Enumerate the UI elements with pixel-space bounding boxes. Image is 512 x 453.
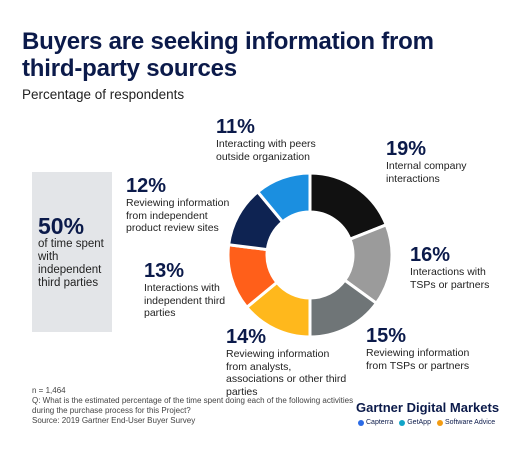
sample-size: n = 1,464 [32, 386, 66, 395]
partner-getapp: GetApp [399, 419, 431, 426]
slice-value: 15% [366, 325, 407, 347]
callout-analysts: 14% Reviewing information from analysts,… [226, 326, 351, 398]
slice-label: Reviewing information from analysts, ass… [226, 348, 347, 398]
partner-name: Software Advice [444, 419, 496, 426]
slice-value: 11% [216, 116, 255, 138]
callout-internal: 19% Internal company interactions [386, 138, 496, 185]
callout-tsp-interactions: 16% Interactions with TSPs or partners [410, 244, 505, 291]
partner-name: GetApp [407, 419, 431, 426]
highlight-box [32, 172, 112, 332]
slice-value: 16% [410, 244, 451, 266]
callout-tsp-review: 15% Reviewing information from TSPs or p… [366, 325, 486, 372]
getapp-icon [399, 419, 406, 426]
slice-label: Interactions with TSPs or partners [410, 266, 490, 291]
callout-peers: 11% Interacting with peers outside organ… [216, 116, 336, 163]
slice-label: Interactions with independent third part… [144, 282, 226, 319]
source: Source: 2019 Gartner End-User Buyer Surv… [32, 416, 196, 425]
callout-review-sites: 12% Reviewing information from independe… [126, 175, 231, 235]
slice-value: 19% [386, 138, 427, 160]
brand-logo: Gartner Digital Markets [356, 400, 500, 415]
slice-label: Interacting with peers outside organizat… [216, 138, 316, 163]
chart-title: Buyers are seeking information from thir… [22, 28, 434, 82]
callout-independent: 13% Interactions with independent third … [144, 260, 230, 320]
slice-value: 13% [144, 260, 185, 282]
partner-name: Capterra [366, 419, 394, 426]
highlight-value: 50% [38, 213, 85, 239]
partner-softwareadvice: Software Advice [436, 419, 496, 426]
slice-value: 14% [226, 326, 267, 348]
footnote: n = 1,464 Q: What is the estimated perce… [32, 386, 362, 426]
slice-label: Reviewing information from independent p… [126, 197, 230, 234]
softwareadvice-icon [436, 419, 443, 426]
slice-label: Internal company interactions [386, 160, 467, 185]
highlight-text: of time spent with independent third par… [38, 238, 104, 289]
donut-slice-6 [255, 171, 312, 224]
chart-subtitle: Percentage of respondents [22, 87, 185, 102]
capterra-icon [358, 419, 364, 426]
survey-question: Q: What is the estimated percentage of t… [32, 396, 354, 415]
partner-capterra: Capterra [358, 419, 393, 426]
slice-label: Reviewing information from TSPs or partn… [366, 347, 470, 372]
partner-logos: Capterra GetApp Software Advice [358, 419, 495, 426]
slice-value: 12% [126, 175, 167, 197]
